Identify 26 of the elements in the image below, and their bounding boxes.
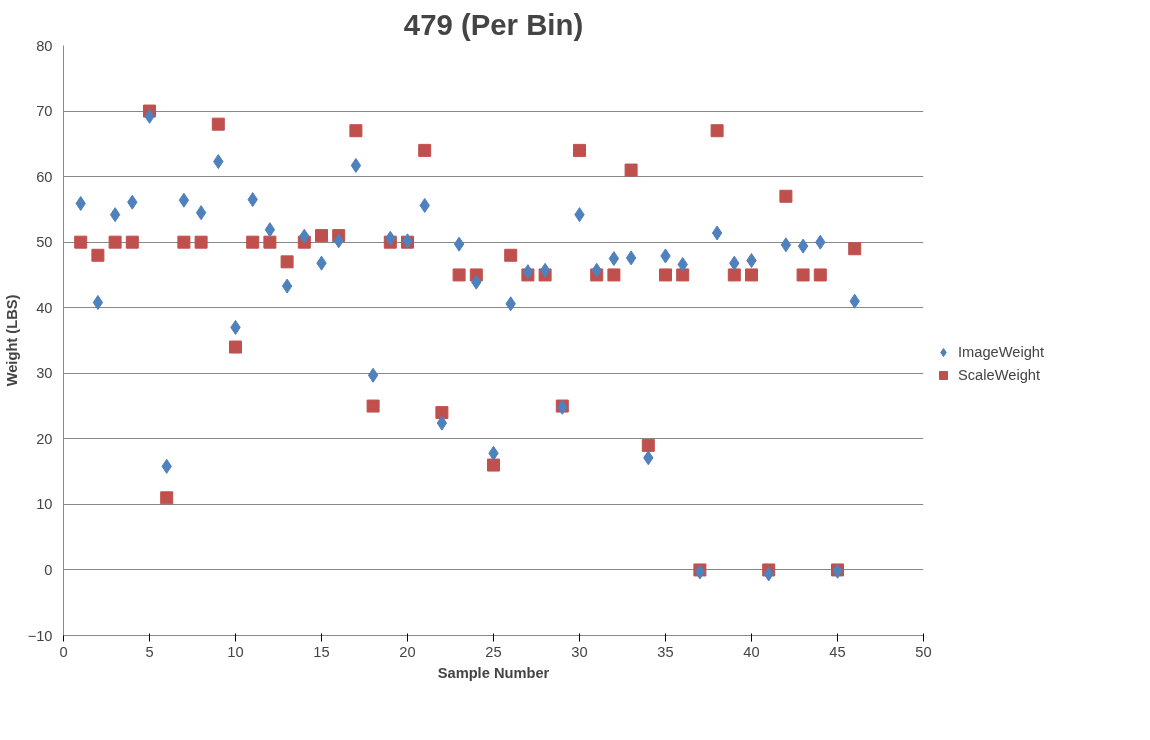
x-tick-label: 15 xyxy=(313,643,330,660)
y-tick-label: 10 xyxy=(36,496,53,513)
x-tick-label: 30 xyxy=(571,643,588,660)
y-tick-label: 20 xyxy=(36,430,53,447)
x-tick-label: 25 xyxy=(485,643,502,660)
y-tick-label: 80 xyxy=(36,37,53,54)
chart-title: 479 (Per Bin) xyxy=(403,7,584,41)
y-tick-label: 60 xyxy=(36,168,53,185)
x-tick-label: 5 xyxy=(145,643,154,660)
x-tick-label: 20 xyxy=(399,643,416,660)
y-tick-label: 30 xyxy=(36,365,53,382)
y-tick-label: 0 xyxy=(44,561,53,578)
y-tick-label: 50 xyxy=(36,234,53,251)
x-tick-label: 50 xyxy=(915,643,932,660)
y-tick-label: −10 xyxy=(27,627,53,644)
x-tick-label: 0 xyxy=(59,643,68,660)
legend-label: ScaleWeight xyxy=(958,367,1041,383)
x-axis-title: Sample Number xyxy=(437,664,550,681)
x-tick-label: 40 xyxy=(743,643,760,660)
x-tick-label: 10 xyxy=(227,643,244,660)
y-tick-label: 40 xyxy=(36,299,53,316)
x-tick-label: 45 xyxy=(829,643,846,660)
y-tick-label: 70 xyxy=(36,103,53,120)
legend-label: ImageWeight xyxy=(958,344,1045,360)
x-tick-label: 35 xyxy=(657,643,674,660)
y-axis-title: Weight (LBS) xyxy=(3,294,20,387)
